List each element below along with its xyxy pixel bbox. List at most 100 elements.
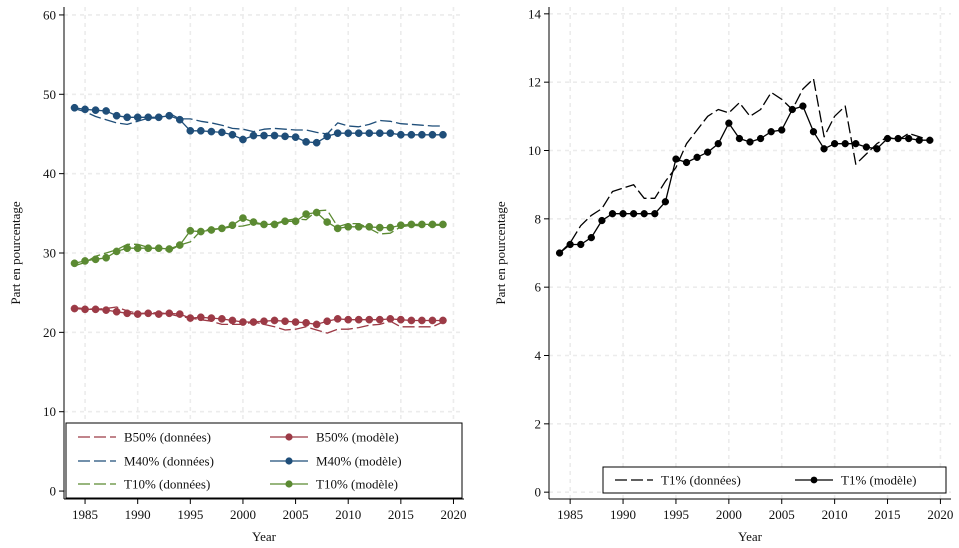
data-point: [725, 119, 733, 127]
data-point: [123, 309, 132, 318]
data-point: [640, 210, 648, 218]
data-point: [862, 143, 871, 151]
x-tick-label: 2010: [822, 507, 848, 522]
x-tick-label: 2005: [283, 507, 309, 522]
legend-item: B50% (modèle): [270, 430, 399, 445]
y-tick-label: 8: [535, 211, 542, 226]
data-point: [375, 315, 384, 324]
series-line: [74, 107, 443, 144]
data-point: [799, 102, 807, 110]
legend-item: T10% (modèle): [270, 477, 398, 492]
y-tick-label: 50: [43, 87, 56, 102]
data-point: [239, 318, 247, 326]
legend-box: [602, 466, 947, 494]
data-point: [365, 222, 374, 231]
data-point: [661, 198, 670, 206]
data-point: [133, 113, 142, 122]
y-tick-label: 60: [43, 7, 56, 22]
legend: T1% (données) T1% (modèle): [602, 466, 947, 494]
data-point: [70, 304, 79, 313]
data-point: [323, 132, 332, 141]
data-point: [112, 111, 121, 120]
x-axis-title: Year: [252, 529, 277, 544]
x-tick-label: 1995: [177, 507, 203, 522]
legend-label: T1% (modèle): [841, 473, 916, 488]
legend-label: B50% (modèle): [316, 430, 399, 445]
data-point: [270, 220, 279, 229]
data-point: [428, 316, 437, 325]
data-point: [91, 106, 100, 115]
data-point: [312, 208, 321, 217]
y-tick-label: 40: [43, 166, 56, 181]
data-point: [386, 315, 395, 323]
data-point: [926, 136, 934, 144]
data-point: [312, 138, 321, 147]
data-point: [651, 210, 659, 218]
data-point: [365, 129, 374, 138]
x-axis-title: Year: [738, 529, 763, 544]
data-point: [704, 148, 712, 156]
series-line: [559, 78, 931, 254]
data-point: [196, 227, 205, 236]
x-tick-label: 2015: [875, 507, 901, 522]
data-point: [418, 316, 426, 325]
data-point: [70, 103, 79, 112]
data-point: [333, 224, 342, 233]
data-point: [249, 131, 258, 140]
data-point: [396, 221, 405, 230]
series: [74, 107, 443, 135]
data-point: [239, 214, 247, 222]
y-tick-label: 2: [535, 416, 542, 431]
y-tick-label: 6: [535, 280, 542, 295]
series-line: [74, 306, 444, 334]
data-point: [915, 136, 923, 144]
x-tick-label: 1985: [72, 507, 98, 522]
data-point: [407, 220, 416, 229]
series-line: [74, 209, 443, 267]
data-point: [228, 316, 237, 325]
left-panel-income-shares: 0 10 20 30 40 50 60 1985 1990 1995 2000 2005 2010 201…: [8, 7, 466, 544]
data-point: [767, 128, 775, 136]
data-point: [81, 105, 89, 114]
data-point: [439, 130, 447, 139]
data-point: [333, 315, 342, 323]
x-tick-label: 2020: [927, 507, 953, 522]
data-point: [112, 247, 121, 256]
data-point: [756, 134, 765, 143]
x-tick-label: 2000: [230, 507, 256, 522]
data-point: [693, 153, 701, 161]
y-tick-label: 10: [43, 404, 56, 419]
legend-swatch-marker: [810, 476, 818, 484]
data-point: [260, 131, 268, 140]
data-point: [365, 315, 374, 324]
data-point: [894, 134, 902, 143]
data-point: [291, 133, 300, 141]
x-tick-label: 1995: [663, 507, 689, 522]
legend-item: M40% (données): [78, 454, 214, 469]
data-point: [323, 317, 332, 326]
data-point: [873, 145, 881, 153]
y-tick-label: 0: [50, 484, 57, 499]
legend-label: B50% (données): [124, 430, 211, 445]
legend-label: M40% (modèle): [316, 454, 402, 469]
series: [74, 209, 443, 267]
data-point: [302, 138, 310, 146]
data-point: [386, 129, 395, 138]
x-tick-label: 2015: [388, 507, 414, 522]
series: [555, 102, 934, 257]
data-point: [428, 130, 437, 139]
data-point: [207, 314, 216, 322]
data-point: [207, 127, 216, 136]
data-point: [407, 316, 416, 325]
y-tick-label: 12: [528, 75, 541, 90]
y-tick-label: 30: [43, 246, 56, 261]
legend-item: T1% (modèle): [795, 473, 916, 488]
data-point: [672, 155, 680, 163]
data-point: [186, 126, 195, 135]
data-point: [218, 315, 226, 323]
data-point: [249, 318, 258, 326]
legend-label: T1% (données): [661, 473, 741, 488]
legend-item: M40% (modèle): [270, 454, 402, 469]
data-point: [175, 115, 184, 124]
